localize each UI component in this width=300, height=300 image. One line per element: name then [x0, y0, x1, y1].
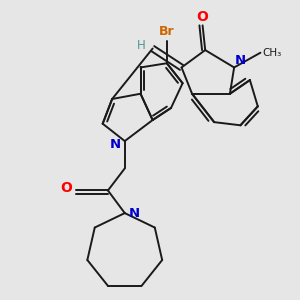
Text: N: N — [235, 54, 246, 67]
Text: O: O — [60, 182, 72, 195]
Text: N: N — [110, 138, 121, 151]
Text: CH₃: CH₃ — [262, 48, 282, 58]
Text: N: N — [129, 207, 140, 220]
Text: H: H — [137, 39, 146, 52]
Text: O: O — [196, 10, 208, 24]
Text: Br: Br — [159, 25, 175, 38]
